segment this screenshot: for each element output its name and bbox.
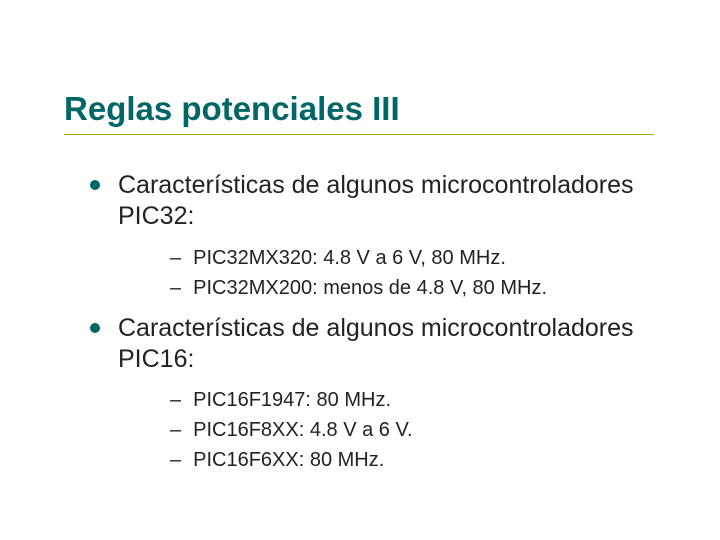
slide: Reglas potenciales III Características d… [0,0,720,540]
sublist-item: – PIC16F8XX: 4.8 V a 6 V. [64,417,664,443]
sublist-item-text: PIC16F8XX: 4.8 V a 6 V. [193,417,412,443]
dash-icon: – [170,447,181,473]
sublist-item-text: PIC16F1947: 80 MHz. [193,387,391,413]
title-underline [64,134,654,135]
sublist: – PIC16F1947: 80 MHz. – PIC16F8XX: 4.8 V… [64,387,664,473]
sublist: – PIC32MX320: 4.8 V a 6 V, 80 MHz. – PIC… [64,245,664,301]
list-item-text: Características de algunos microcontrola… [118,313,664,376]
dash-icon: – [170,417,181,443]
sublist-item: – PIC32MX320: 4.8 V a 6 V, 80 MHz. [64,245,664,271]
sublist-item: – PIC16F6XX: 80 MHz. [64,447,664,473]
list-item-text: Características de algunos microcontrola… [118,170,664,233]
slide-content: Características de algunos microcontrola… [64,162,664,477]
sublist-item-text: PIC32MX200: menos de 4.8 V, 80 MHz. [193,275,547,301]
slide-title: Reglas potenciales III [64,90,400,128]
sublist-item: – PIC32MX200: menos de 4.8 V, 80 MHz. [64,275,664,301]
bullet-icon [90,180,100,190]
dash-icon: – [170,245,181,271]
bullet-icon [90,323,100,333]
dash-icon: – [170,387,181,413]
list-item: Características de algunos microcontrola… [64,313,664,376]
sublist-item: – PIC16F1947: 80 MHz. [64,387,664,413]
sublist-item-text: PIC32MX320: 4.8 V a 6 V, 80 MHz. [193,245,506,271]
list-item: Características de algunos microcontrola… [64,170,664,233]
dash-icon: – [170,275,181,301]
sublist-item-text: PIC16F6XX: 80 MHz. [193,447,384,473]
